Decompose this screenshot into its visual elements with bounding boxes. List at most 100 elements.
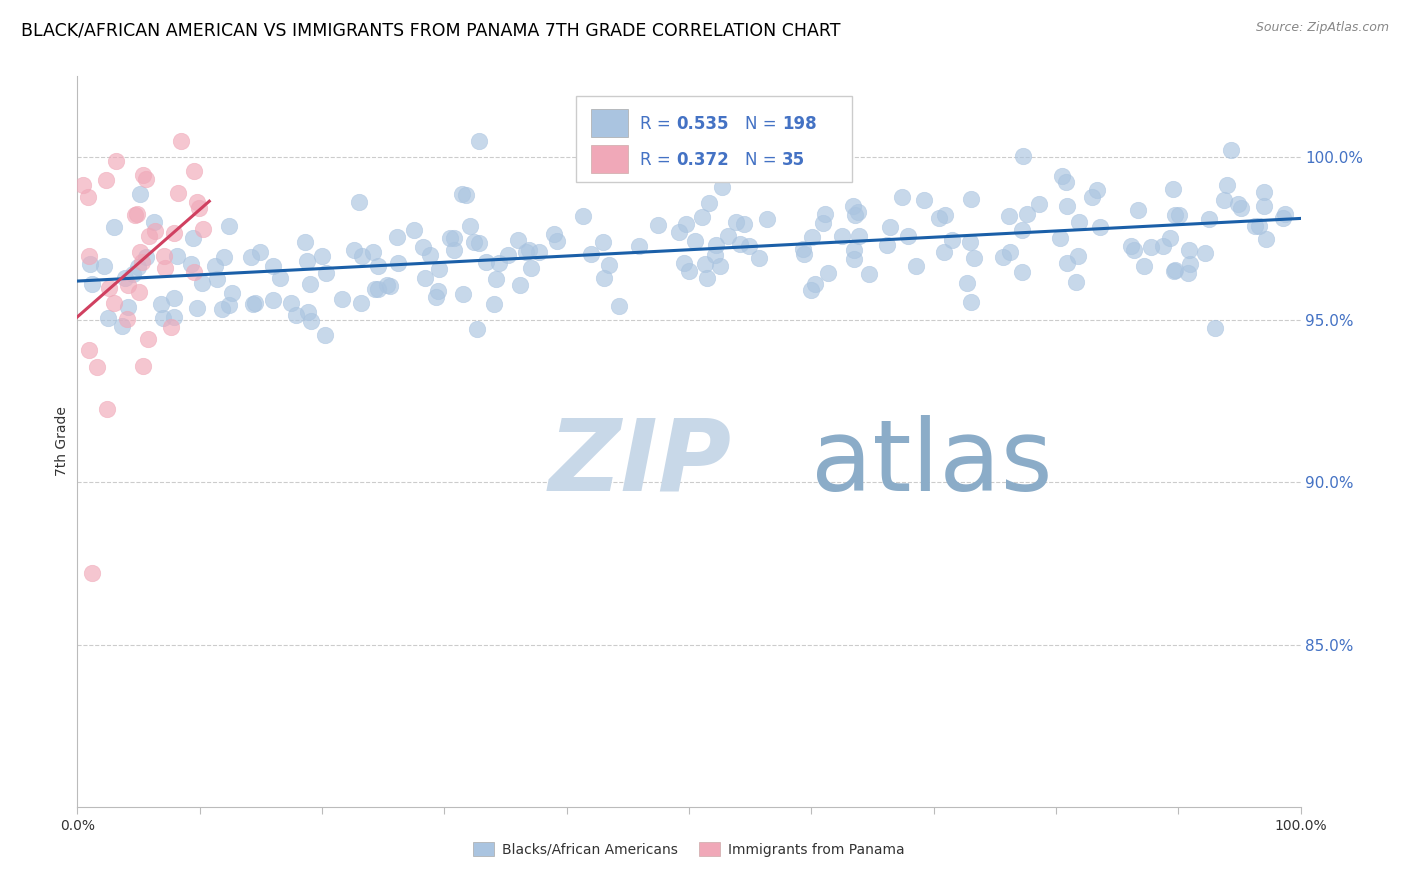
Point [375, 278, 398, 293]
Point [724, 215, 747, 229]
Point [1011, 265, 1033, 279]
Point [160, 319, 183, 334]
Point [844, 244, 866, 258]
Point [515, 245, 537, 260]
Point [451, 187, 474, 202]
Point [748, 252, 770, 266]
Point [529, 245, 551, 260]
Point [709, 259, 731, 273]
Point [488, 256, 510, 270]
Point [1274, 207, 1296, 221]
Point [733, 217, 755, 231]
Point [347, 195, 370, 210]
Point [186, 194, 208, 209]
Point [402, 223, 425, 237]
Point [135, 250, 157, 264]
Point [934, 208, 956, 222]
Point [842, 199, 865, 213]
Point [1227, 196, 1250, 211]
Point [1198, 211, 1220, 226]
Point [683, 234, 706, 248]
Point [1028, 197, 1050, 211]
Point [387, 256, 409, 270]
Text: BLACK/AFRICAN AMERICAN VS IMMIGRANTS FROM PANAMA 7TH GRADE CORRELATION CHART: BLACK/AFRICAN AMERICAN VS IMMIGRANTS FRO… [21, 21, 841, 39]
Point [364, 282, 387, 296]
Point [378, 278, 401, 293]
Point [249, 245, 271, 260]
Point [1220, 143, 1243, 157]
Point [103, 296, 125, 310]
Point [675, 217, 697, 231]
Point [77, 190, 100, 204]
Point [792, 243, 814, 257]
Point [128, 285, 150, 299]
Point [103, 220, 125, 235]
Point [131, 255, 153, 269]
Point [1049, 231, 1071, 245]
Point [801, 230, 824, 244]
Point [959, 193, 981, 207]
Point [387, 229, 409, 244]
Point [991, 250, 1014, 264]
Point [183, 230, 205, 244]
Point [1247, 219, 1270, 233]
Point [111, 319, 134, 334]
Point [1067, 215, 1090, 229]
Point [132, 168, 155, 182]
Point [243, 295, 266, 310]
Point [163, 291, 186, 305]
Point [155, 261, 177, 276]
Point [132, 359, 155, 373]
Point [897, 228, 920, 243]
Point [314, 327, 336, 342]
Point [673, 256, 696, 270]
Point [738, 239, 761, 253]
Point [1161, 182, 1184, 196]
Point [128, 260, 150, 274]
Point [1229, 201, 1251, 215]
Point [204, 259, 226, 273]
Point [932, 245, 955, 260]
Point [1126, 202, 1149, 217]
Point [963, 251, 986, 265]
Point [460, 219, 482, 234]
Point [167, 186, 190, 200]
Point [728, 237, 751, 252]
Point [214, 250, 236, 264]
Point [693, 256, 716, 270]
Point [1015, 206, 1038, 220]
Point [1253, 199, 1275, 213]
Point [1067, 249, 1090, 263]
Point [330, 292, 353, 306]
Point [299, 277, 322, 292]
Point [998, 210, 1021, 224]
Point [79, 257, 101, 271]
Point [876, 238, 898, 252]
Point [811, 216, 834, 230]
Point [425, 290, 447, 304]
Point [592, 271, 614, 285]
Point [124, 208, 146, 222]
Point [717, 228, 740, 243]
Point [262, 293, 284, 307]
Point [115, 312, 138, 326]
Point [149, 297, 172, 311]
Point [350, 249, 373, 263]
Point [592, 235, 614, 249]
Point [1194, 245, 1216, 260]
Text: R =: R = [640, 151, 676, 169]
Point [800, 283, 823, 297]
Point [678, 264, 700, 278]
Point [135, 172, 157, 186]
Point [1056, 256, 1078, 270]
Point [485, 271, 508, 285]
Point [1012, 149, 1035, 163]
Point [94, 173, 117, 187]
Point [443, 243, 465, 257]
Point [1180, 256, 1202, 270]
Point [844, 208, 866, 222]
Point [294, 235, 316, 250]
Point [959, 235, 981, 249]
Point [218, 298, 240, 312]
Point [117, 301, 139, 315]
